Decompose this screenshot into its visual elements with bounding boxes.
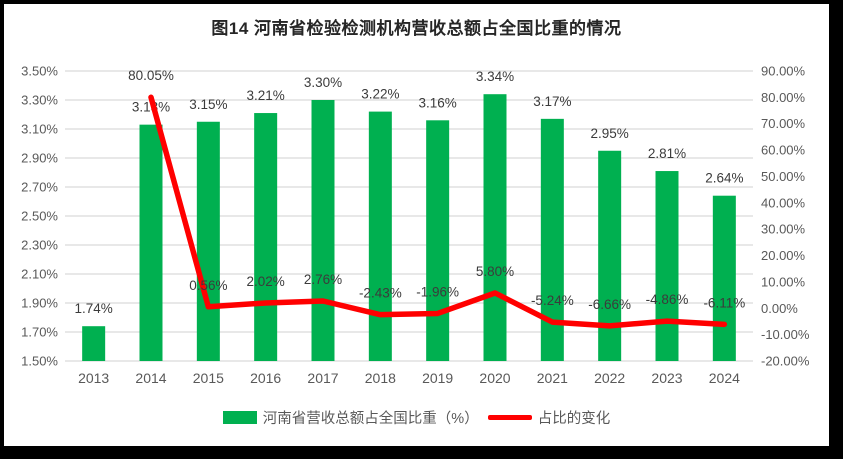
line-data-label: 2.02% <box>247 274 285 289</box>
line-data-label: 80.05% <box>128 68 174 83</box>
bar-data-label: 2.81% <box>648 146 686 161</box>
line-data-label: -6.11% <box>703 295 745 310</box>
right-axis-tick-label: 90.00% <box>761 64 806 79</box>
bar-2021 <box>540 118 564 361</box>
line-data-label: -6.66% <box>588 297 631 312</box>
bar-2019 <box>426 120 450 361</box>
bar-2015 <box>196 121 220 361</box>
right-axis-tick-label: -20.00% <box>761 354 810 369</box>
left-axis-tick-label: 2.30% <box>21 238 58 253</box>
x-axis-tick-label: 2017 <box>307 370 338 386</box>
line-data-label: -2.43% <box>359 286 402 301</box>
x-axis-tick-label: 2023 <box>651 370 682 386</box>
bar-2023 <box>655 171 679 361</box>
left-axis-tick-label: 3.50% <box>21 64 58 79</box>
x-axis-tick-label: 2016 <box>250 370 281 386</box>
right-axis-tick-label: 40.00% <box>761 195 806 210</box>
right-axis-tick-label: 10.00% <box>761 274 806 289</box>
right-axis-tick-label: 0.00% <box>761 301 798 316</box>
right-axis-tick-label: 80.00% <box>761 90 806 105</box>
left-axis-tick-label: 1.70% <box>21 325 58 340</box>
right-axis-tick-label: -10.00% <box>761 327 810 342</box>
chart-title: 图14 河南省检验检测机构营收总额占全国比重的情况 <box>211 19 622 38</box>
bar-data-label: 3.16% <box>419 95 457 110</box>
left-axis-tick-label: 2.90% <box>21 151 58 166</box>
legend-item-bar-series: 河南省营收总额占全国比重（%） <box>222 407 479 428</box>
bar-2013 <box>82 326 106 361</box>
x-axis-tick-label: 2015 <box>193 370 224 386</box>
bar-2020 <box>483 94 507 361</box>
line-data-label: 2.76% <box>304 272 342 287</box>
right-axis-tick-label: 20.00% <box>761 248 806 263</box>
right-axis-tick-label: 30.00% <box>761 222 806 237</box>
bar-2018 <box>368 111 392 361</box>
bar-data-label: 2.95% <box>591 126 629 141</box>
line-data-label: 0.56% <box>189 278 227 293</box>
bar-series-label: 河南省营收总额占全国比重（%） <box>262 411 479 427</box>
change-line <box>148 94 728 329</box>
right-axis-tick-label: 60.00% <box>761 143 806 158</box>
line-series-swatch <box>487 415 532 420</box>
bar-series-swatch <box>222 411 257 424</box>
left-axis-tick-label: 2.50% <box>21 209 58 224</box>
bar-2016 <box>254 113 278 361</box>
x-axis-tick-label: 2024 <box>709 370 740 386</box>
bar-data-label: 3.15% <box>189 97 227 112</box>
x-axis-tick-label: 2013 <box>78 370 109 386</box>
line-series-label: 占比的变化 <box>537 411 611 427</box>
bar-data-label: 3.21% <box>247 88 285 103</box>
line-data-label: -1.96% <box>416 284 459 299</box>
line-data-label: -4.86% <box>646 292 689 307</box>
bar-data-label: 3.22% <box>361 87 399 102</box>
line-data-label: 5.80% <box>476 264 514 279</box>
bar-data-label: 3.34% <box>476 69 514 84</box>
right-axis-tick-label: 70.00% <box>761 116 806 131</box>
x-axis-tick-label: 2019 <box>422 370 453 386</box>
legend: 河南省营收总额占全国比重（%） 占比的变化 <box>4 407 829 428</box>
bar-data-label: 3.30% <box>304 75 342 90</box>
right-axis-tick-label: 50.00% <box>761 169 806 184</box>
bar-2017 <box>311 100 335 361</box>
left-axis-tick-label: 3.10% <box>21 122 58 137</box>
line-data-label: -5.24% <box>531 293 574 308</box>
bar-2022 <box>598 150 622 361</box>
x-axis-tick-label: 2014 <box>135 370 166 386</box>
x-axis-tick-label: 2020 <box>479 370 510 386</box>
left-axis-tick-label: 2.10% <box>21 267 58 282</box>
left-axis-tick-label: 2.70% <box>21 180 58 195</box>
left-axis-tick-label: 3.30% <box>21 93 58 108</box>
x-axis-tick-label: 2021 <box>537 370 568 386</box>
legend-item-line-series: 占比的变化 <box>487 407 611 428</box>
left-axis-tick-label: 1.50% <box>21 354 58 369</box>
x-axis-tick-label: 2018 <box>365 370 396 386</box>
x-axis-tick-label: 2022 <box>594 370 625 386</box>
bar-data-label: 3.17% <box>533 94 571 109</box>
bar-2014 <box>139 124 163 362</box>
bar-data-label: 1.74% <box>75 301 113 316</box>
left-axis-tick-label: 1.90% <box>21 296 58 311</box>
bar-2024 <box>712 195 736 361</box>
bar-data-label: 2.64% <box>705 171 743 186</box>
